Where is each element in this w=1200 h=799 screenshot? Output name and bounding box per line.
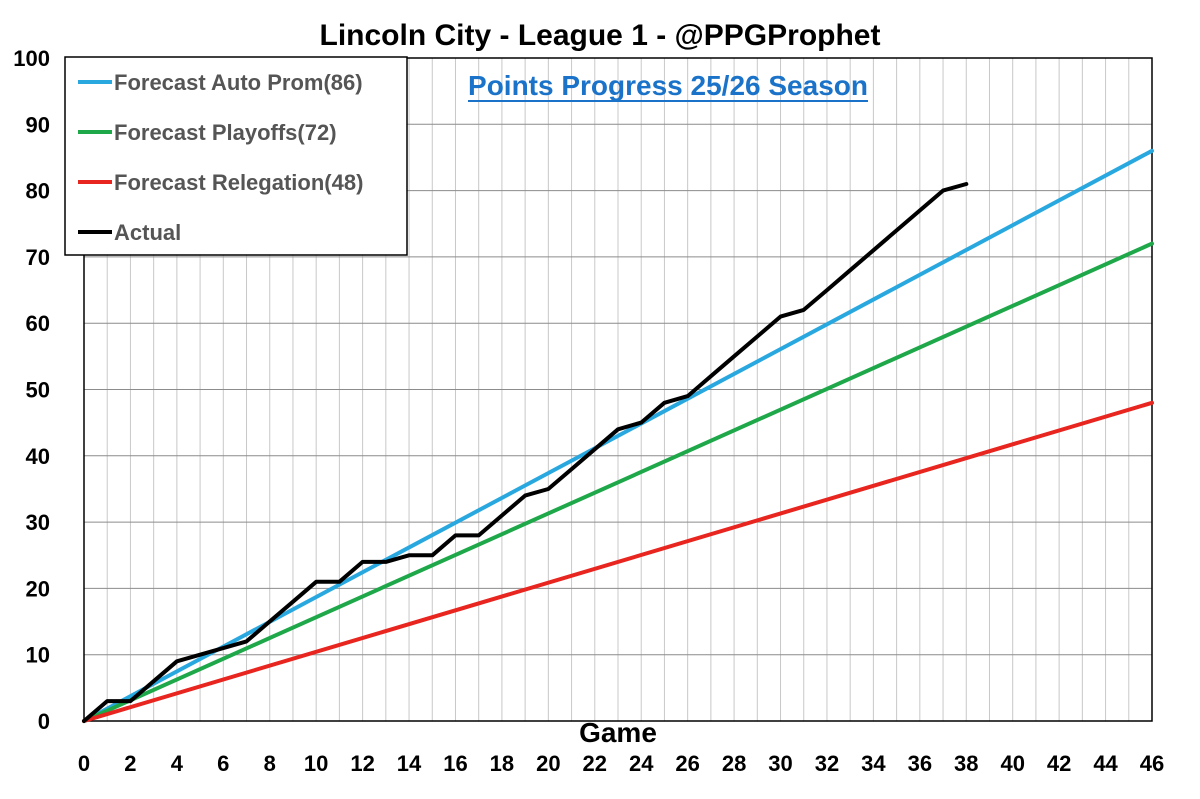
chart-title: Lincoln City - League 1 - @PPGProphet (320, 19, 881, 52)
chart-subtitle: Points Progress 25/26 Season (468, 70, 868, 101)
x-tick-label: 24 (629, 751, 654, 776)
series-line-actual (82, 182, 969, 723)
legend-label-auto-prom: Forecast Auto Prom(86) (114, 70, 363, 95)
x-tick-label: 40 (1000, 751, 1024, 776)
y-tick-label: 90 (26, 112, 50, 137)
x-tick-label: 0 (78, 751, 90, 776)
y-tick-label: 50 (26, 378, 50, 403)
x-tick-label: 12 (350, 751, 374, 776)
x-axis-label: Game (579, 717, 657, 748)
x-tick-label: 26 (675, 751, 699, 776)
x-tick-label: 36 (908, 751, 932, 776)
x-tick-label: 42 (1047, 751, 1071, 776)
legend-label-actual: Actual (114, 220, 181, 245)
y-tick-label: 30 (26, 510, 50, 535)
x-tick-label: 18 (490, 751, 514, 776)
y-tick-label: 0 (38, 709, 50, 734)
legend: Forecast Auto Prom(86) Forecast Playoffs… (64, 56, 408, 256)
legend-label-relegation: Forecast Relegation(48) (114, 170, 363, 195)
y-tick-label: 70 (26, 245, 50, 270)
x-tick-label: 8 (264, 751, 276, 776)
x-tick-label: 20 (536, 751, 560, 776)
x-tick-label: 38 (954, 751, 978, 776)
plot-area-border (83, 57, 1153, 722)
y-tick-label: 80 (26, 179, 50, 204)
y-tick-label: 60 (26, 311, 50, 336)
x-tick-label: 44 (1093, 751, 1118, 776)
y-tick-label: 100 (13, 46, 50, 71)
x-tick-label: 10 (304, 751, 328, 776)
x-tick-label: 46 (1140, 751, 1164, 776)
x-tick-label: 28 (722, 751, 746, 776)
x-tick-label: 22 (583, 751, 607, 776)
x-tick-label: 30 (768, 751, 792, 776)
y-tick-label: 20 (26, 576, 50, 601)
y-tick-label: 40 (26, 444, 50, 469)
x-tick-label: 16 (443, 751, 467, 776)
x-tick-label: 14 (397, 751, 422, 776)
x-tick-label: 4 (171, 751, 184, 776)
x-tick-label: 32 (815, 751, 839, 776)
x-tick-label: 34 (861, 751, 886, 776)
legend-box (64, 56, 408, 256)
series-line-relegation (82, 400, 1154, 723)
series-line-playoffs (82, 241, 1154, 723)
series-lines (82, 148, 1154, 723)
y-axis-tick-labels: 0 10 20 30 40 50 60 70 80 90 100 (13, 46, 50, 734)
y-tick-label: 10 (26, 643, 50, 668)
x-tick-label: 6 (217, 751, 229, 776)
x-tick-label: 2 (124, 751, 136, 776)
legend-label-playoffs: Forecast Playoffs(72) (114, 120, 337, 145)
x-axis-tick-labels: 0 2 4 6 8 10 12 14 16 18 20 22 24 26 28 30 32 34 36 38 40 42 4… (78, 751, 1164, 776)
